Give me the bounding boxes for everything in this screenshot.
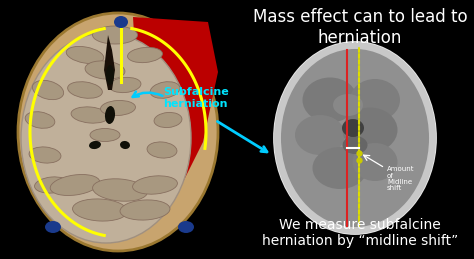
Ellipse shape xyxy=(18,13,218,251)
Ellipse shape xyxy=(274,42,436,234)
Ellipse shape xyxy=(302,77,357,123)
Text: We measure subfalcine
herniation by “midline shift”: We measure subfalcine herniation by “mid… xyxy=(262,218,458,248)
Ellipse shape xyxy=(154,112,182,128)
Ellipse shape xyxy=(45,221,61,233)
Ellipse shape xyxy=(350,79,400,121)
Text: Mass effect can to lead to
herniation: Mass effect can to lead to herniation xyxy=(253,8,467,47)
Ellipse shape xyxy=(21,33,191,243)
Ellipse shape xyxy=(109,77,141,93)
Ellipse shape xyxy=(71,107,109,123)
Ellipse shape xyxy=(29,147,61,163)
Ellipse shape xyxy=(150,82,180,98)
Ellipse shape xyxy=(120,200,170,220)
Ellipse shape xyxy=(89,141,101,149)
Ellipse shape xyxy=(92,26,137,44)
Ellipse shape xyxy=(128,47,163,63)
Ellipse shape xyxy=(100,100,136,116)
Ellipse shape xyxy=(147,142,177,158)
Polygon shape xyxy=(133,17,218,192)
Ellipse shape xyxy=(279,47,431,229)
Ellipse shape xyxy=(312,147,367,189)
Ellipse shape xyxy=(343,107,398,153)
Ellipse shape xyxy=(120,141,130,149)
Ellipse shape xyxy=(114,16,128,28)
Ellipse shape xyxy=(106,65,114,85)
Ellipse shape xyxy=(295,115,345,155)
Ellipse shape xyxy=(333,94,363,116)
Polygon shape xyxy=(104,35,115,90)
Ellipse shape xyxy=(25,112,55,128)
Ellipse shape xyxy=(342,119,364,137)
Ellipse shape xyxy=(353,143,398,181)
Ellipse shape xyxy=(343,136,367,154)
Ellipse shape xyxy=(133,176,177,194)
Ellipse shape xyxy=(73,199,128,221)
Ellipse shape xyxy=(66,46,104,63)
Text: Amount
of
Midline
shift: Amount of Midline shift xyxy=(387,166,414,191)
Ellipse shape xyxy=(85,61,125,79)
Ellipse shape xyxy=(178,221,194,233)
Ellipse shape xyxy=(50,175,100,196)
Ellipse shape xyxy=(68,82,102,98)
Ellipse shape xyxy=(32,80,64,100)
Text: Subfalcine
herniation: Subfalcine herniation xyxy=(163,87,229,109)
Ellipse shape xyxy=(35,177,70,193)
Ellipse shape xyxy=(105,106,115,124)
Ellipse shape xyxy=(90,128,120,141)
Ellipse shape xyxy=(92,179,147,201)
